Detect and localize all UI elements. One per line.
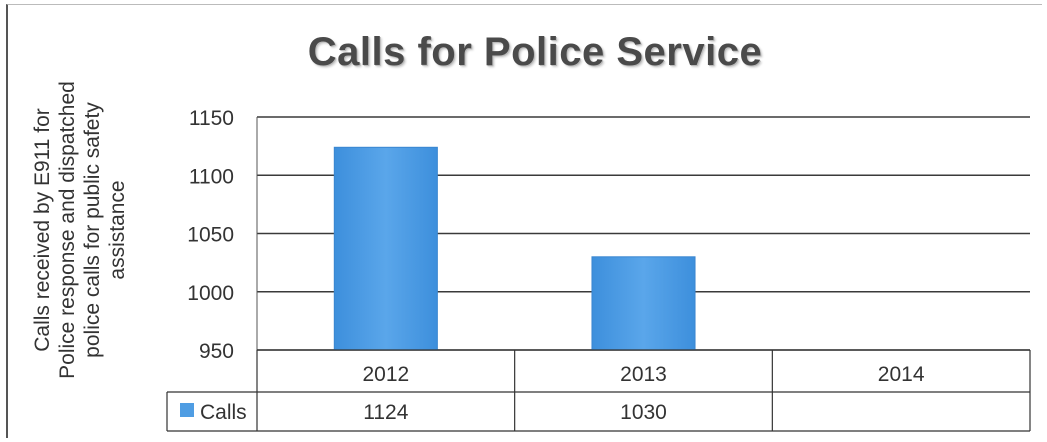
data-table-value: 1124 bbox=[363, 401, 408, 424]
chart-title: Calls for Police Service bbox=[307, 30, 763, 74]
y-tick-label: 950 bbox=[199, 340, 234, 363]
x-category-label: 2013 bbox=[620, 363, 667, 386]
y-tick-label: 1050 bbox=[187, 224, 234, 247]
bar-2013 bbox=[591, 256, 696, 351]
chart-frame bbox=[6, 4, 1042, 438]
y-tick-label: 1000 bbox=[187, 282, 234, 305]
x-category-label: 2012 bbox=[362, 363, 409, 386]
y-tick-label: 1100 bbox=[189, 165, 234, 188]
legend-label: Calls bbox=[200, 401, 247, 424]
x-category-label: 2014 bbox=[878, 363, 925, 386]
y-tick-label: 1150 bbox=[189, 107, 234, 130]
legend-swatch bbox=[180, 403, 194, 417]
data-table-value: 1030 bbox=[620, 401, 667, 424]
bar-2012 bbox=[333, 146, 438, 351]
